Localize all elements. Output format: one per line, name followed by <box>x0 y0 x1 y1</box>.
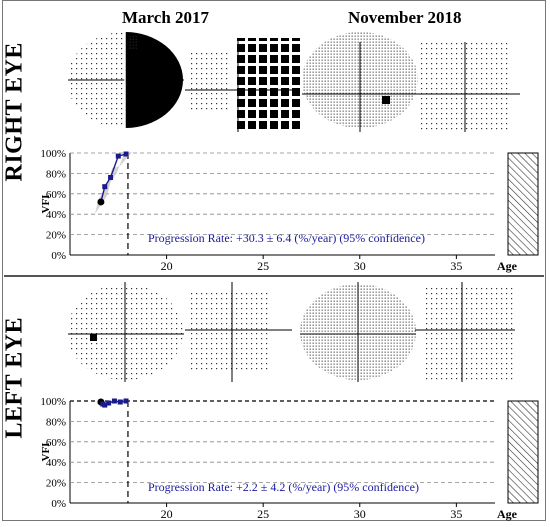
left-x-axis-label: Age <box>497 507 518 521</box>
header-november-2018: November 2018 <box>348 8 462 27</box>
left-y-tick-label: 100% <box>40 396 66 408</box>
figure-frame <box>2 0 546 521</box>
left-progression-rate: Progression Rate: +2.2 ± 4.2 (%/year) (9… <box>148 480 419 494</box>
left-march-greyscale-map <box>68 282 184 382</box>
right-x-tick-label: 25 <box>257 259 269 273</box>
left-x-tick-label: 20 <box>161 507 173 521</box>
left-status-box <box>507 400 539 504</box>
right-march-greyscale-map <box>68 32 184 130</box>
right-y-tick-label: 20% <box>46 230 66 242</box>
right-eye-vfi-chart: 0% 20% 40% 60% 80% 100% 20 25 30 35 Age VFI <box>40 148 539 273</box>
left-data-point <box>123 398 129 404</box>
left-eye-field-maps <box>68 282 515 382</box>
left-data-point <box>106 400 112 406</box>
right-x-tick-label: 30 <box>354 259 366 273</box>
left-eye-vfi-chart: 0% 20% 40% 60% 80% 100% 20 25 30 35 Age VFI <box>40 396 539 521</box>
right-nov-deviation-map <box>415 42 520 132</box>
left-data-point <box>111 398 117 404</box>
left-x-tick-label: 35 <box>450 507 462 521</box>
left-y-tick-label: 0% <box>51 498 66 510</box>
right-x-tick-label: 20 <box>161 259 173 273</box>
left-x-tick-label: 25 <box>257 507 269 521</box>
left-y-tick-label: 80% <box>46 416 66 428</box>
right-y-tick-label: 80% <box>46 168 66 180</box>
left-y-tick-label: 60% <box>46 437 66 449</box>
right-y-tick-label: 0% <box>51 250 66 262</box>
right-x-tick-label: 35 <box>450 259 462 273</box>
right-progression-rate: Progression Rate: +30.3 ± 6.4 (%/year) (… <box>148 231 425 245</box>
right-status-box <box>507 152 539 256</box>
right-data-point <box>108 174 114 180</box>
left-march-deviation-map <box>185 282 292 382</box>
right-confidence-band <box>94 152 133 214</box>
right-y-axis-label: VFI <box>40 195 52 214</box>
right-data-point <box>115 153 121 159</box>
left-data-point <box>117 399 123 405</box>
right-data-point <box>102 184 108 190</box>
right-y-tick-label: 100% <box>40 148 66 160</box>
left-nov-deviation-map <box>415 282 515 382</box>
right-y-tick-label: 40% <box>46 209 66 221</box>
left-nov-greyscale-map <box>300 282 416 382</box>
left-data-point <box>102 402 108 408</box>
left-x-tick-label: 30 <box>354 507 366 521</box>
right-march-deviation-map <box>185 38 303 132</box>
left-y-tick-label: 20% <box>46 478 66 490</box>
right-nov-greyscale-map <box>302 32 418 132</box>
left-y-axis-label: VFI <box>40 443 52 462</box>
right-data-point <box>123 151 129 157</box>
header-march-2017: March 2017 <box>122 8 210 27</box>
left-y-tick-label: 40% <box>46 457 66 469</box>
right-baseline-point <box>97 198 105 206</box>
panel-divider <box>4 275 544 277</box>
right-y-tick-label: 60% <box>46 189 66 201</box>
right-x-axis-label: Age <box>497 259 518 273</box>
right-eye-field-maps <box>68 32 520 132</box>
